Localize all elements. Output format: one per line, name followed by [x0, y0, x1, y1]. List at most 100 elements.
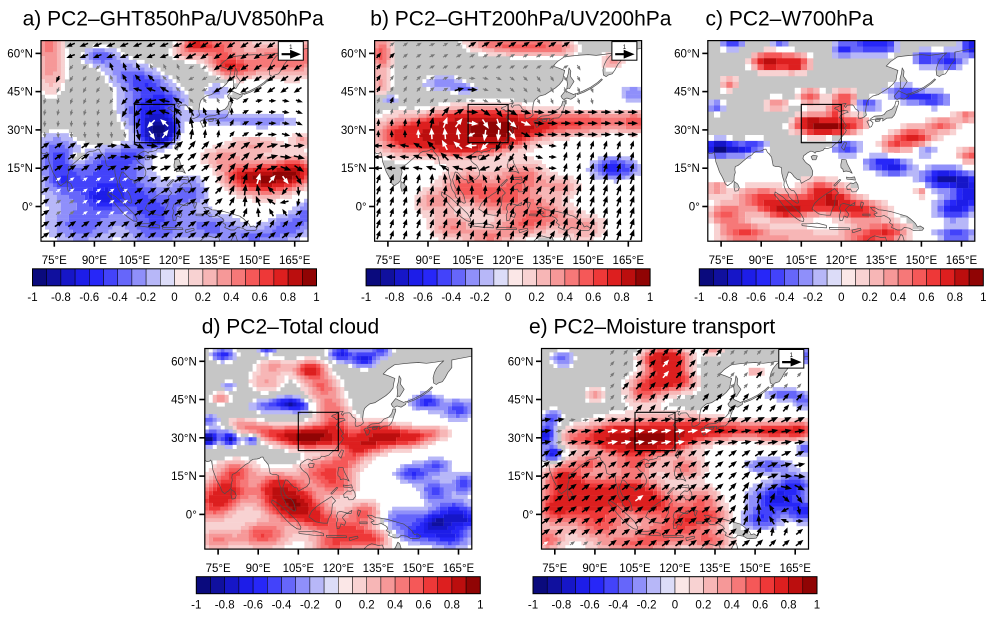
svg-text:90°E: 90°E	[582, 563, 607, 575]
svg-text:75°E: 75°E	[206, 563, 231, 575]
svg-text:0.8: 0.8	[947, 292, 963, 304]
svg-text:-0.4: -0.4	[441, 292, 461, 304]
svg-text:0.4: 0.4	[890, 292, 907, 304]
svg-text:30°N: 30°N	[508, 433, 534, 445]
svg-text:0: 0	[672, 600, 678, 612]
svg-text:60°N: 60°N	[7, 48, 33, 60]
svg-text:75°E: 75°E	[709, 255, 734, 267]
svg-text:135°E: 135°E	[363, 563, 395, 575]
svg-text:-0.8: -0.8	[215, 600, 235, 612]
svg-text:15°N: 15°N	[341, 163, 367, 175]
svg-text:120°E: 120°E	[159, 255, 191, 267]
svg-text:120°E: 120°E	[492, 255, 524, 267]
svg-text:0.2: 0.2	[359, 600, 375, 612]
svg-text:0.2: 0.2	[195, 292, 211, 304]
svg-text:45°N: 45°N	[7, 87, 33, 99]
svg-text:-0.6: -0.6	[746, 292, 766, 304]
svg-text:105°E: 105°E	[283, 563, 315, 575]
svg-text:30°N: 30°N	[7, 125, 33, 137]
svg-text:30°N: 30°N	[674, 125, 700, 137]
svg-text:-0.2: -0.2	[136, 292, 156, 304]
svg-text:165°E: 165°E	[946, 255, 978, 267]
svg-text:0°: 0°	[22, 202, 33, 214]
svg-text:e) PC2–Moisture transport: e) PC2–Moisture transport	[529, 316, 775, 339]
svg-text:0: 0	[335, 600, 341, 612]
svg-text:135°E: 135°E	[699, 563, 731, 575]
svg-text:90°E: 90°E	[415, 255, 440, 267]
svg-text:30°N: 30°N	[341, 125, 367, 137]
svg-text:-0.2: -0.2	[803, 292, 823, 304]
svg-text:0°: 0°	[186, 509, 197, 521]
svg-text:-0.6: -0.6	[79, 292, 99, 304]
svg-text:-0.8: -0.8	[51, 292, 71, 304]
svg-text:45°N: 45°N	[341, 87, 367, 99]
svg-text:-1: -1	[361, 292, 371, 304]
svg-text:-0.2: -0.2	[637, 600, 657, 612]
svg-text:60°N: 60°N	[341, 48, 367, 60]
svg-text:0: 0	[838, 292, 844, 304]
svg-text:-0.2: -0.2	[470, 292, 490, 304]
svg-text:105°E: 105°E	[119, 255, 151, 267]
svg-text:135°E: 135°E	[532, 255, 564, 267]
svg-text:-0.2: -0.2	[300, 600, 320, 612]
svg-text:75°E: 75°E	[42, 255, 67, 267]
svg-text:15°N: 15°N	[171, 471, 197, 483]
svg-text:-1: -1	[191, 600, 201, 612]
svg-text:-0.6: -0.6	[243, 600, 263, 612]
svg-text:60°N: 60°N	[508, 356, 534, 368]
svg-text:a) PC2–GHT850hPa/UV850hPa: a) PC2–GHT850hPa/UV850hPa	[23, 8, 324, 31]
svg-text:45°N: 45°N	[508, 395, 534, 407]
svg-text:1: 1	[790, 353, 794, 359]
svg-text:0.4: 0.4	[223, 292, 240, 304]
svg-text:1: 1	[477, 600, 483, 612]
svg-text:0.6: 0.6	[752, 600, 768, 612]
svg-text:1: 1	[647, 292, 653, 304]
svg-text:1: 1	[980, 292, 986, 304]
svg-text:0°: 0°	[689, 202, 700, 214]
svg-text:-0.8: -0.8	[551, 600, 571, 612]
svg-text:105°E: 105°E	[452, 255, 484, 267]
svg-text:0.4: 0.4	[557, 292, 574, 304]
svg-text:45°N: 45°N	[171, 395, 197, 407]
svg-text:-0.8: -0.8	[385, 292, 405, 304]
svg-text:45°N: 45°N	[674, 87, 700, 99]
svg-text:60°N: 60°N	[674, 48, 700, 60]
svg-text:0: 0	[505, 292, 511, 304]
svg-text:b) PC2–GHT200hPa/UV200hPa: b) PC2–GHT200hPa/UV200hPa	[370, 8, 671, 31]
svg-text:75°E: 75°E	[542, 563, 567, 575]
svg-text:15°N: 15°N	[674, 163, 700, 175]
svg-text:30°N: 30°N	[171, 433, 197, 445]
svg-text:0: 0	[171, 292, 177, 304]
svg-text:0.8: 0.8	[781, 600, 797, 612]
svg-text:165°E: 165°E	[779, 563, 811, 575]
svg-text:c) PC2–W700hPa: c) PC2–W700hPa	[706, 8, 874, 31]
svg-text:75°E: 75°E	[375, 255, 400, 267]
svg-text:135°E: 135°E	[866, 255, 898, 267]
svg-text:150°E: 150°E	[403, 563, 435, 575]
svg-text:15°N: 15°N	[7, 163, 33, 175]
svg-text:-1: -1	[694, 292, 704, 304]
svg-text:0.8: 0.8	[444, 600, 460, 612]
svg-text:0°: 0°	[523, 509, 534, 521]
svg-text:150°E: 150°E	[906, 255, 938, 267]
svg-text:1: 1	[289, 45, 293, 51]
svg-text:0.8: 0.8	[614, 292, 630, 304]
svg-text:0.6: 0.6	[416, 600, 432, 612]
svg-text:120°E: 120°E	[826, 255, 858, 267]
svg-text:150°E: 150°E	[739, 563, 771, 575]
svg-text:0.2: 0.2	[862, 292, 878, 304]
svg-text:-0.4: -0.4	[272, 600, 292, 612]
svg-text:150°E: 150°E	[239, 255, 271, 267]
svg-text:0.4: 0.4	[387, 600, 404, 612]
svg-text:0.6: 0.6	[919, 292, 935, 304]
svg-text:0.8: 0.8	[280, 292, 296, 304]
svg-text:-1: -1	[528, 600, 538, 612]
svg-text:120°E: 120°E	[323, 563, 355, 575]
svg-text:-0.6: -0.6	[413, 292, 433, 304]
svg-text:90°E: 90°E	[749, 255, 774, 267]
svg-text:-0.8: -0.8	[718, 292, 738, 304]
svg-text:0.2: 0.2	[695, 600, 711, 612]
svg-text:165°E: 165°E	[279, 255, 311, 267]
svg-text:-0.4: -0.4	[108, 292, 128, 304]
svg-text:105°E: 105°E	[786, 255, 818, 267]
